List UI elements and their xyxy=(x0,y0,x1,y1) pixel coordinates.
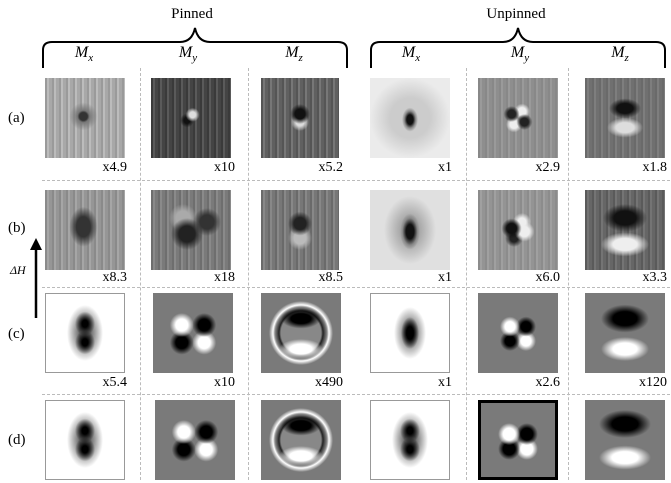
col-divider xyxy=(568,68,569,480)
image-a-pinned-mz xyxy=(261,78,339,158)
col-header-pinned-mx: Mx xyxy=(74,44,94,65)
image-b-pinned-mx xyxy=(45,190,125,270)
col-header-pinned-mz: Mz xyxy=(285,44,303,65)
image-b-unpinned-mx xyxy=(370,190,450,270)
col-divider xyxy=(140,68,141,480)
col-header-unpinned-mx: Mx xyxy=(401,44,421,65)
image-c-pinned-mx xyxy=(45,293,125,373)
image-b-pinned-mz xyxy=(261,190,339,270)
pinned-brace xyxy=(42,27,348,68)
multiplier-c-6: x120 xyxy=(639,375,667,390)
image-a-pinned-my xyxy=(151,78,231,158)
row-label-b: (b) xyxy=(8,220,26,236)
unpinned-brace xyxy=(370,27,666,68)
row-divider xyxy=(42,287,670,288)
multiplier-b-1: x8.3 xyxy=(102,270,128,285)
image-b-pinned-my xyxy=(151,190,231,270)
image-a-pinned-mx xyxy=(45,78,125,158)
image-a-unpinned-mz xyxy=(585,78,665,158)
col-divider xyxy=(248,68,249,480)
multiplier-b-3: x8.5 xyxy=(318,270,344,285)
multiplier-c-4: x1 xyxy=(438,375,452,390)
row-label-c: (c) xyxy=(8,326,25,342)
multiplier-b-6: x3.3 xyxy=(642,270,668,285)
row-divider xyxy=(42,180,670,181)
image-d-pinned-mx xyxy=(45,400,125,480)
image-d-unpinned-mx xyxy=(370,400,450,480)
multiplier-c-3: x490 xyxy=(315,375,343,390)
image-d-unpinned-my xyxy=(478,400,558,480)
multiplier-a-2: x10 xyxy=(214,160,235,175)
image-b-unpinned-mz xyxy=(585,190,665,270)
multiplier-b-5: x6.0 xyxy=(535,270,561,285)
group-label-unpinned: Unpinned xyxy=(486,6,546,22)
image-d-unpinned-mz xyxy=(585,400,665,480)
image-a-unpinned-mx xyxy=(370,78,450,158)
multiplier-a-4: x1 xyxy=(438,160,452,175)
image-c-unpinned-mx xyxy=(370,293,450,373)
image-c-pinned-my xyxy=(153,293,233,373)
image-c-unpinned-my xyxy=(478,293,558,373)
image-a-unpinned-my xyxy=(478,78,558,158)
row-label-d: (d) xyxy=(8,432,26,448)
image-b-unpinned-my xyxy=(478,190,558,270)
multiplier-c-2: x10 xyxy=(214,375,235,390)
image-c-pinned-mz xyxy=(261,293,341,373)
multiplier-a-1: x4.9 xyxy=(102,160,128,175)
multiplier-b-2: x18 xyxy=(214,270,235,285)
group-label-pinned: Pinned xyxy=(171,6,213,22)
col-header-unpinned-my: My xyxy=(510,44,530,65)
field-arrow-icon xyxy=(30,238,42,318)
col-divider xyxy=(466,68,467,480)
col-header-unpinned-mz: Mz xyxy=(611,44,629,65)
multiplier-c-1: x5.4 xyxy=(102,375,128,390)
row-label-a: (a) xyxy=(8,110,25,126)
field-label: ΔH xyxy=(10,263,26,277)
image-c-unpinned-mz xyxy=(585,293,665,373)
multiplier-a-5: x2.9 xyxy=(535,160,561,175)
multiplier-c-5: x2.6 xyxy=(535,375,561,390)
image-d-pinned-mz xyxy=(261,400,341,480)
col-header-pinned-my: My xyxy=(178,44,198,65)
multiplier-b-4: x1 xyxy=(438,270,452,285)
row-divider xyxy=(42,394,670,395)
multiplier-a-3: x5.2 xyxy=(318,160,344,175)
image-d-pinned-my xyxy=(155,400,235,480)
multiplier-a-6: x1.8 xyxy=(642,160,668,175)
